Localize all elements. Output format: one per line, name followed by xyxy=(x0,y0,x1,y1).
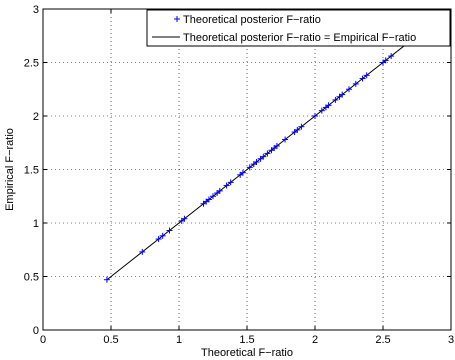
data-point xyxy=(103,276,110,283)
y-tick-label: 2.5 xyxy=(24,58,39,70)
data-point xyxy=(388,53,395,60)
data-point xyxy=(325,102,332,109)
data-point xyxy=(155,236,162,243)
legend: Theoretical posterior F−ratio Theoretica… xyxy=(146,9,451,47)
data-point xyxy=(282,136,289,143)
data-point xyxy=(205,196,212,203)
x-tick-label: 2.5 xyxy=(375,334,390,346)
y-tick-label: 2 xyxy=(33,111,39,123)
y-tick-label: 3 xyxy=(33,4,39,16)
data-point xyxy=(298,123,305,130)
data-point xyxy=(273,142,280,149)
data-point xyxy=(339,91,346,98)
data-point xyxy=(352,80,359,87)
data-point xyxy=(139,248,146,255)
data-point xyxy=(312,113,318,119)
y-tick-label: 0 xyxy=(33,325,39,337)
legend-box xyxy=(146,9,451,47)
data-point xyxy=(216,187,223,194)
data-point xyxy=(166,227,173,234)
data-point xyxy=(253,159,260,166)
data-point xyxy=(239,169,246,176)
axis-ticks: 0 0.5 1 1.5 2 2.5 3 0 0.5 1 1.5 2 2.5 3 xyxy=(24,4,454,346)
x-tick-label: 0.5 xyxy=(103,334,118,346)
data-point xyxy=(264,150,271,157)
data-point xyxy=(159,232,166,239)
x-tick-label: 1.5 xyxy=(239,334,254,346)
data-point xyxy=(363,72,370,79)
data-point xyxy=(227,179,234,186)
data-point xyxy=(382,57,389,64)
x-tick-label: 1 xyxy=(176,334,182,346)
data-point xyxy=(294,126,301,133)
data-point xyxy=(318,107,325,114)
data-point xyxy=(346,86,352,93)
legend-label-line: Theoretical posterior F−ratio = Empirica… xyxy=(183,32,416,44)
data-point xyxy=(246,164,253,171)
data-point xyxy=(223,182,230,189)
y-tick-label: 1.5 xyxy=(24,165,39,177)
y-axis-label: Empirical F−ratio xyxy=(4,128,16,211)
data-point xyxy=(181,215,188,222)
data-point xyxy=(210,193,216,200)
legend-label-scatter: Theoretical posterior F−ratio xyxy=(183,14,321,26)
y-tick-label: 0.5 xyxy=(24,272,39,284)
plot-area xyxy=(103,37,415,283)
data-point xyxy=(332,96,339,103)
y-tick-label: 1 xyxy=(33,218,39,230)
data-point xyxy=(260,153,267,160)
x-tick-label: 0 xyxy=(40,334,46,346)
x-axis-label: Theoretical F−ratio xyxy=(201,347,293,359)
legend-marker-scatter xyxy=(174,16,180,22)
x-tick-label: 2 xyxy=(312,334,318,346)
x-tick-label: 3 xyxy=(448,334,454,346)
data-point xyxy=(359,75,366,82)
